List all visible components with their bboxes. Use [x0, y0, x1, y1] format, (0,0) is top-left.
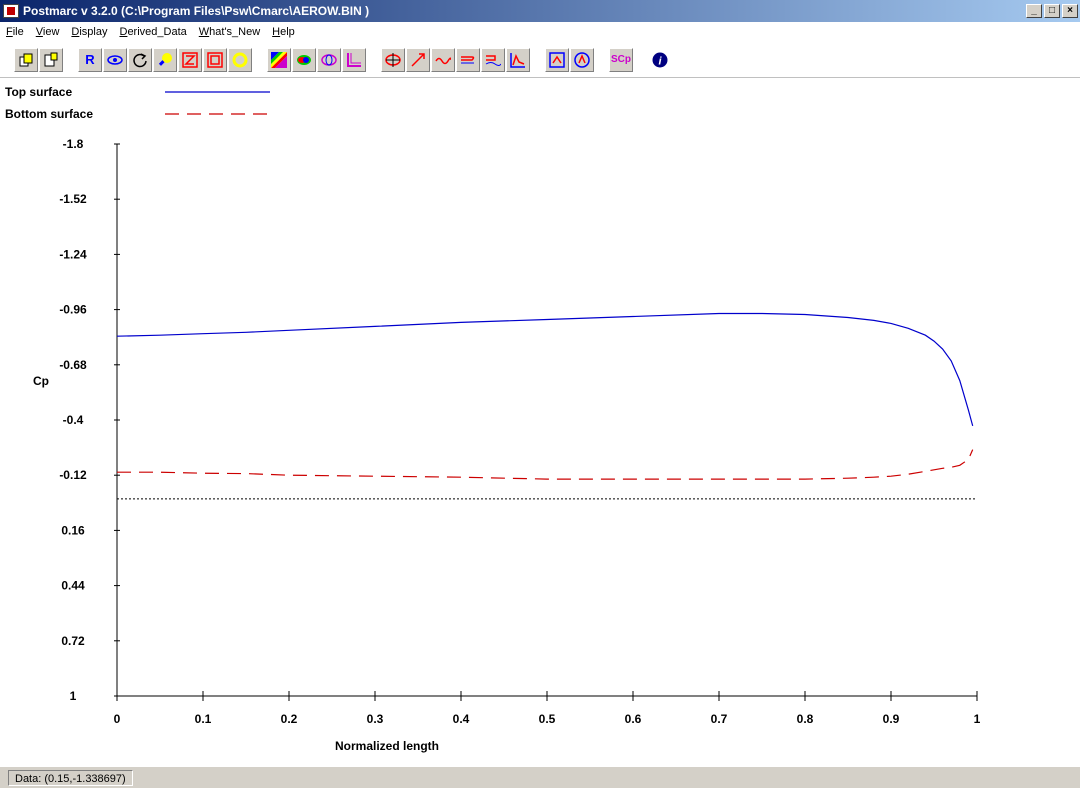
axes-icon[interactable]	[342, 47, 366, 72]
chart-area[interactable]: -1.8 -1.52 -1.24 -0.96 -0.68 -0.4 -0.12 0.16 0.4…	[0, 80, 1080, 766]
x-tick-label: 0.2	[281, 712, 298, 726]
frame-icon[interactable]	[545, 47, 569, 72]
cut-icon[interactable]	[481, 47, 505, 72]
wave-icon[interactable]	[431, 47, 455, 72]
menu-bar: File View Display Derived_Data What's_Ne…	[0, 22, 1080, 42]
menu-view[interactable]: View	[35, 26, 60, 38]
toolbar-group-file	[14, 47, 64, 72]
x-tick-label: 0	[114, 712, 121, 726]
menu-file[interactable]: File	[6, 26, 24, 38]
toolbar-group-derived	[381, 47, 531, 72]
x-tick-label: 0.9	[883, 712, 900, 726]
streamline-icon[interactable]	[456, 47, 480, 72]
toolbar-group-tools	[545, 47, 595, 72]
toolbar-group-integrate: SCp	[609, 47, 634, 72]
toolbar: R	[0, 42, 1080, 78]
status-data-readout: Data: (0.15,-1.338697)	[8, 769, 133, 786]
y-tick-label: -0.68	[59, 358, 87, 372]
y-tick-label: -0.12	[59, 468, 87, 482]
section-icon[interactable]	[381, 47, 405, 72]
copy-icon[interactable]	[14, 47, 38, 72]
x-tick-label: 0.6	[625, 712, 642, 726]
close-icon[interactable]: ×	[1062, 4, 1078, 18]
menu-derived-data[interactable]: Derived_Data	[119, 26, 187, 38]
x-tick-label: 1	[974, 712, 981, 726]
legend-label: Bottom surface	[5, 107, 93, 121]
z-icon[interactable]	[178, 47, 202, 72]
shaded-icon[interactable]	[292, 47, 316, 72]
y-tick-label: -1.8	[63, 137, 84, 151]
toolbar-group-display	[267, 47, 367, 72]
menu-help[interactable]: Help	[272, 26, 295, 38]
y-tick-label: 0.72	[61, 634, 85, 648]
y-tick-label: -0.4	[63, 413, 84, 427]
y-tick-label: 0.16	[61, 523, 85, 537]
top-surface-line	[116, 312, 974, 427]
x-tick-label: 0.3	[367, 712, 384, 726]
window-controls: _ □ ×	[1026, 4, 1078, 18]
minimize-icon[interactable]: _	[1026, 4, 1042, 18]
status-bar: Data: (0.15,-1.338697)	[0, 766, 1080, 788]
title-bar: Postmarc v 3.2.0 (C:\Program Files\Psw\C…	[0, 0, 1080, 22]
x-tick-label: 0.4	[453, 712, 470, 726]
rotate-icon[interactable]	[128, 47, 152, 72]
square-icon[interactable]	[203, 47, 227, 72]
legend-label: Top surface	[5, 85, 72, 99]
x-axis-label: Normalized length	[335, 739, 439, 753]
zoom-icon[interactable]	[153, 47, 177, 72]
cp-chart[interactable]: -1.8 -1.52 -1.24 -0.96 -0.68 -0.4 -0.12 0.16 0.4…	[0, 80, 1080, 766]
x-tick-label: 0.7	[711, 712, 728, 726]
globe-icon[interactable]	[570, 47, 594, 72]
x-tick-label: 0.1	[195, 712, 212, 726]
color-map-icon[interactable]	[267, 47, 291, 72]
y-tick-label: 0.44	[61, 579, 85, 593]
restore-icon[interactable]: □	[1044, 4, 1060, 18]
r-icon[interactable]: R	[78, 47, 102, 72]
wire-icon[interactable]	[317, 47, 341, 72]
bottom-surface-line	[117, 449, 974, 480]
integrate-cp-icon[interactable]: SCp	[609, 47, 633, 72]
svg-text:i: i	[658, 55, 662, 67]
y-tick-label: 1	[70, 689, 77, 703]
y-tick-label: -1.52	[59, 192, 87, 206]
toolbar-group-view: R	[78, 47, 253, 72]
menu-display[interactable]: Display	[71, 26, 108, 38]
paste-icon[interactable]	[39, 47, 63, 72]
vector-icon[interactable]	[406, 47, 430, 72]
toolbar-group-info: i	[648, 47, 673, 72]
menu-whats-new[interactable]: What's_New	[198, 26, 261, 38]
y-tick-label: -1.24	[59, 247, 87, 261]
graph-icon[interactable]	[506, 47, 530, 72]
x-tick-label: 0.5	[539, 712, 556, 726]
circle-icon[interactable]	[228, 47, 252, 72]
y-tick-label: -0.96	[59, 303, 87, 317]
eye-icon[interactable]	[103, 47, 127, 72]
x-tick-label: 0.8	[797, 712, 814, 726]
app-icon[interactable]	[3, 4, 19, 18]
y-axis-label: Cp	[33, 374, 49, 388]
window-title: Postmarc v 3.2.0 (C:\Program Files\Psw\C…	[23, 4, 370, 18]
info-icon[interactable]: i	[648, 47, 672, 72]
